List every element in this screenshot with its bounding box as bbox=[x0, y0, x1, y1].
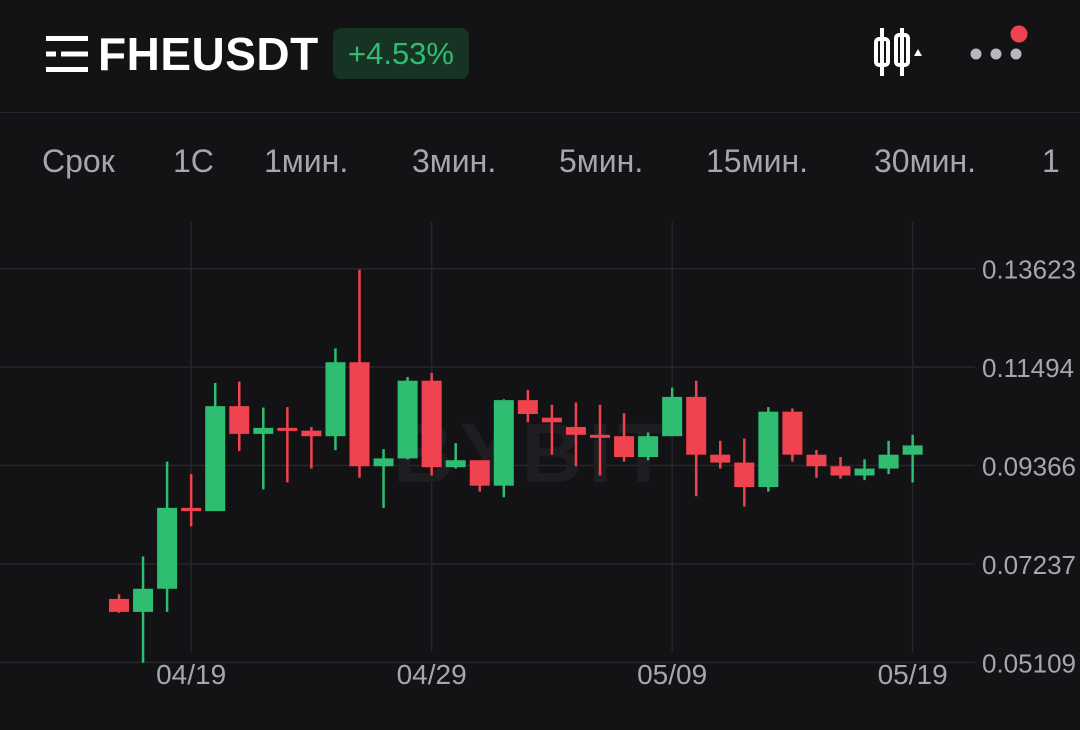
chart-header: FHEUSDT +4.53% bbox=[0, 0, 1080, 112]
candle-body-up bbox=[445, 460, 466, 468]
candlestick-icon[interactable] bbox=[872, 26, 928, 78]
y-tick-label: 0.11494 bbox=[982, 353, 1074, 383]
x-tick-label: 04/19 bbox=[156, 659, 226, 690]
candle-body-up bbox=[638, 436, 659, 458]
candle-body-down bbox=[565, 426, 586, 435]
candle-body-up bbox=[758, 411, 779, 488]
tab-15min[interactable]: 15мин. bbox=[706, 143, 809, 179]
candle-body-up bbox=[493, 400, 514, 486]
candle-body-down bbox=[517, 400, 538, 415]
candle-body-down bbox=[349, 362, 370, 467]
y-tick-label: 0.13623 bbox=[982, 255, 1076, 285]
y-tick-label: 0.09366 bbox=[982, 452, 1076, 482]
candle-body-down bbox=[710, 454, 731, 463]
candle-body-up bbox=[397, 380, 418, 459]
candle-body-down bbox=[590, 434, 610, 438]
tab-1s[interactable]: 1С bbox=[173, 143, 214, 179]
candle-body-up bbox=[902, 445, 923, 455]
candle-body-down bbox=[301, 430, 322, 437]
candle-body-up bbox=[662, 396, 683, 437]
candle-body-down bbox=[541, 417, 562, 423]
candle-body-down bbox=[686, 396, 707, 455]
candle-body-down bbox=[109, 598, 129, 612]
candle-body-up bbox=[253, 427, 274, 434]
y-tick-label: 0.07237 bbox=[982, 550, 1076, 580]
candle-body-up bbox=[878, 454, 899, 469]
candle-body-down bbox=[782, 411, 803, 455]
symbol-title[interactable]: FHEUSDT bbox=[98, 28, 319, 80]
candle-body-up bbox=[205, 406, 226, 512]
candle-body-down bbox=[229, 406, 250, 434]
candle-body-down bbox=[421, 380, 442, 468]
candle-body-up bbox=[325, 362, 346, 437]
tab-3min[interactable]: 3мин. bbox=[412, 143, 497, 179]
notification-dot bbox=[1010, 25, 1028, 43]
tab-5min[interactable]: 5мин. bbox=[559, 143, 644, 179]
x-tick-label: 05/09 bbox=[637, 659, 707, 690]
candle-body-up bbox=[854, 468, 875, 476]
candle-body-up bbox=[157, 507, 178, 589]
candle-body-down bbox=[806, 454, 827, 467]
timeframe-tabs: Срок 1С 1мин. 3мин. 5мин. 15мин. 30мин. … bbox=[0, 138, 1080, 188]
tab-30min[interactable]: 30мин. bbox=[874, 143, 977, 179]
candle-body-down bbox=[734, 462, 755, 488]
x-tick-label: 04/29 bbox=[397, 659, 467, 690]
header-divider bbox=[0, 112, 1080, 113]
candle-body-down bbox=[277, 427, 298, 431]
tab-1min[interactable]: 1мин. bbox=[264, 143, 349, 179]
candle-body-down bbox=[181, 507, 202, 512]
candle-body-up bbox=[373, 458, 394, 467]
candle-body-down bbox=[830, 466, 851, 476]
x-tick-label: 05/19 bbox=[878, 659, 948, 690]
tab-1h-partial[interactable]: 1 bbox=[1042, 143, 1060, 179]
candle-body-down bbox=[469, 460, 490, 486]
more-dots-icon[interactable] bbox=[966, 22, 1030, 72]
candle-body-up bbox=[133, 588, 154, 612]
candle-body-down bbox=[614, 436, 635, 458]
menu-icon[interactable] bbox=[46, 36, 88, 72]
y-tick-label: 0.05109 bbox=[982, 648, 1076, 678]
timeframe-label: Срок bbox=[42, 143, 115, 179]
price-change-badge: +4.53% bbox=[333, 28, 469, 79]
